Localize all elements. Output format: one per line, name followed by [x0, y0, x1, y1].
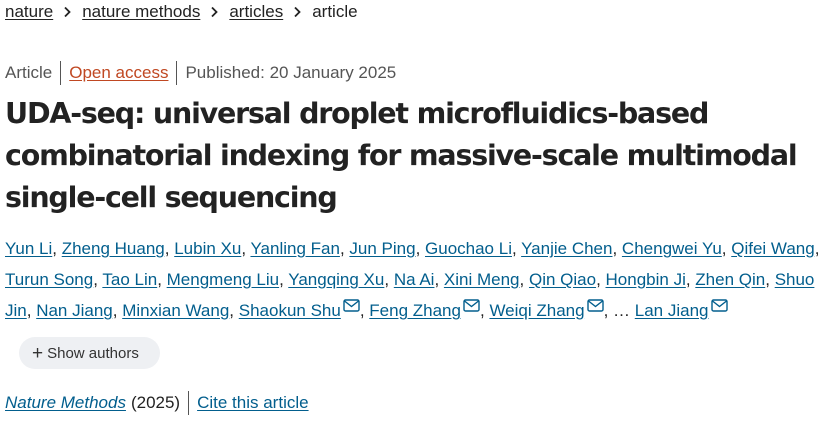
chevron-right-icon	[63, 6, 72, 18]
citation-year: (2025)	[130, 393, 181, 412]
breadcrumb: nature nature methods articles article	[5, 0, 358, 24]
author-link[interactable]: Yanling Fan	[250, 239, 340, 258]
author-link[interactable]: Mengmeng Liu	[166, 270, 280, 289]
author-link[interactable]: Shaokun Shu	[238, 301, 341, 320]
show-authors-label: Show authors	[47, 344, 139, 362]
mail-icon[interactable]	[586, 299, 604, 312]
plus-icon: +	[32, 342, 44, 364]
author-link[interactable]: Nan Jiang	[36, 301, 113, 320]
author-link[interactable]: Zhen Qin	[695, 270, 766, 289]
author-link[interactable]: Zheng Huang	[61, 239, 165, 258]
breadcrumb-link-nature-methods[interactable]: nature methods	[82, 2, 201, 21]
author-link[interactable]: Qin Qiao	[528, 270, 597, 289]
author-link[interactable]: Chengwei Yu	[621, 239, 722, 258]
authors-ellipsis: …	[613, 301, 631, 320]
mail-icon[interactable]	[463, 299, 480, 312]
author-link[interactable]: Yun Li	[5, 239, 53, 258]
mail-icon[interactable]	[343, 299, 360, 312]
meta-divider	[60, 61, 62, 85]
journal-link[interactable]: Nature Methods	[5, 393, 126, 412]
chevron-right-icon	[293, 6, 302, 18]
meta-divider	[176, 61, 178, 85]
author-link[interactable]: Xini Meng	[443, 270, 520, 289]
breadcrumb-link-nature[interactable]: nature	[5, 2, 54, 21]
author-link[interactable]: Qifei Wang	[731, 239, 815, 258]
open-access-link[interactable]: Open access	[69, 63, 169, 82]
author-link[interactable]: Weiqi Zhang	[489, 301, 585, 320]
citation-line: Nature Methods (2025) Cite this article	[5, 390, 309, 416]
breadcrumb-current: article	[312, 2, 358, 21]
author-list: Yun Li, Zheng Huang, Lubin Xu, Yanling F…	[5, 239, 820, 320]
show-authors-button[interactable]: + Show authors	[19, 337, 160, 369]
author-link[interactable]: Lan Jiang	[634, 301, 709, 320]
author-link[interactable]: Na Ai	[393, 270, 435, 289]
author-link[interactable]: Lubin Xu	[174, 239, 242, 258]
chevron-right-icon	[210, 6, 219, 18]
citation-divider	[188, 391, 190, 415]
author-link[interactable]: Minxian Wang	[122, 301, 230, 320]
author-link[interactable]: Turun Song	[5, 270, 94, 289]
author-link[interactable]: Guochao Li	[425, 239, 512, 258]
article-title: UDA-seq: universal droplet microfluidics…	[5, 97, 798, 214]
author-link[interactable]: Jun Ping	[349, 239, 416, 258]
author-link[interactable]: Yangqing Xu	[288, 270, 385, 289]
breadcrumb-link-articles[interactable]: articles	[229, 2, 284, 21]
article-meta: Article Open access Published: 20 Januar…	[5, 60, 396, 86]
author-link[interactable]: Hongbin Ji	[605, 270, 686, 289]
published-date: Published: 20 January 2025	[185, 63, 397, 82]
article-type: Article	[5, 63, 53, 82]
author-link[interactable]: Tao Lin	[102, 270, 158, 289]
author-link[interactable]: Shuo Jin	[5, 270, 815, 320]
author-link[interactable]: Yanjie Chen	[521, 239, 613, 258]
cite-this-article-link[interactable]: Cite this article	[197, 393, 309, 412]
author-link[interactable]: Feng Zhang	[369, 301, 461, 320]
mail-icon[interactable]	[710, 299, 728, 312]
